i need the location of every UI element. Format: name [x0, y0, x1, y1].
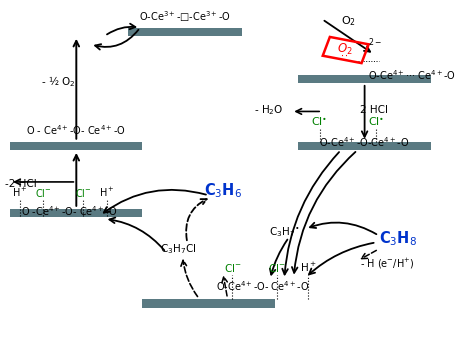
Text: O-Ce$^{4+}$-O-Ce$^{4+}$-O: O-Ce$^{4+}$-O-Ce$^{4+}$-O — [319, 135, 410, 149]
Text: - H$_2$O: - H$_2$O — [254, 103, 283, 117]
Text: O-Ce$^{3+}$-□-Ce$^{3+}$-O: O-Ce$^{3+}$-□-Ce$^{3+}$-O — [139, 9, 231, 24]
Bar — [10, 209, 143, 217]
Bar — [143, 299, 275, 308]
Text: Cl$^{\bullet}$: Cl$^{\bullet}$ — [368, 116, 385, 128]
Text: H$^+$: H$^+$ — [300, 261, 316, 274]
Text: H$^+$: H$^+$ — [12, 186, 27, 199]
Text: Cl$^{-}$: Cl$^{-}$ — [35, 187, 52, 199]
Text: $\cdot\cdot$: $\cdot\cdot$ — [340, 50, 349, 59]
Text: C$_3$H$_7$$^{\bullet}$: C$_3$H$_7$$^{\bullet}$ — [269, 225, 300, 239]
Text: O - Ce$^{4+}$-O- Ce$^{4+}$-O: O - Ce$^{4+}$-O- Ce$^{4+}$-O — [27, 123, 126, 136]
Text: O$_2$: O$_2$ — [341, 14, 356, 28]
Text: - ½ O$_2$: - ½ O$_2$ — [41, 74, 75, 89]
Text: Cl$^{-}$: Cl$^{-}$ — [75, 187, 91, 199]
Text: O-Ce$^{4+}$-O- Ce$^{4+}$-O: O-Ce$^{4+}$-O- Ce$^{4+}$-O — [216, 279, 310, 293]
Text: O-Ce$^{4+}$··· Ce$^{4+}$-O: O-Ce$^{4+}$··· Ce$^{4+}$-O — [368, 68, 456, 82]
Text: Cl$^{\bullet}$: Cl$^{\bullet}$ — [311, 116, 328, 128]
Text: H$^+$: H$^+$ — [99, 186, 115, 199]
Text: $^{2-}$: $^{2-}$ — [368, 38, 383, 48]
Text: Cl$^{-}$: Cl$^{-}$ — [268, 262, 286, 274]
Bar — [299, 142, 431, 150]
Bar — [128, 28, 242, 36]
Text: O -Ce$^{4+}$-O- Ce$^{4+}$-O: O -Ce$^{4+}$-O- Ce$^{4+}$-O — [21, 204, 118, 218]
Bar — [10, 142, 143, 150]
Text: -2 HCl: -2 HCl — [5, 179, 37, 189]
Bar — [323, 37, 369, 63]
Text: C$_3$H$_8$: C$_3$H$_8$ — [379, 229, 417, 248]
Text: $O_2$: $O_2$ — [337, 42, 353, 57]
Text: - H (e$^{-}$/H$^{+}$): - H (e$^{-}$/H$^{+}$) — [360, 257, 414, 271]
Text: C$_3$H$_6$: C$_3$H$_6$ — [204, 181, 242, 200]
Text: Cl$^{-}$: Cl$^{-}$ — [224, 262, 241, 274]
Bar — [299, 74, 431, 83]
Text: 2 HCl: 2 HCl — [360, 105, 388, 115]
Text: C$_3$H$_7$Cl: C$_3$H$_7$Cl — [160, 242, 196, 256]
